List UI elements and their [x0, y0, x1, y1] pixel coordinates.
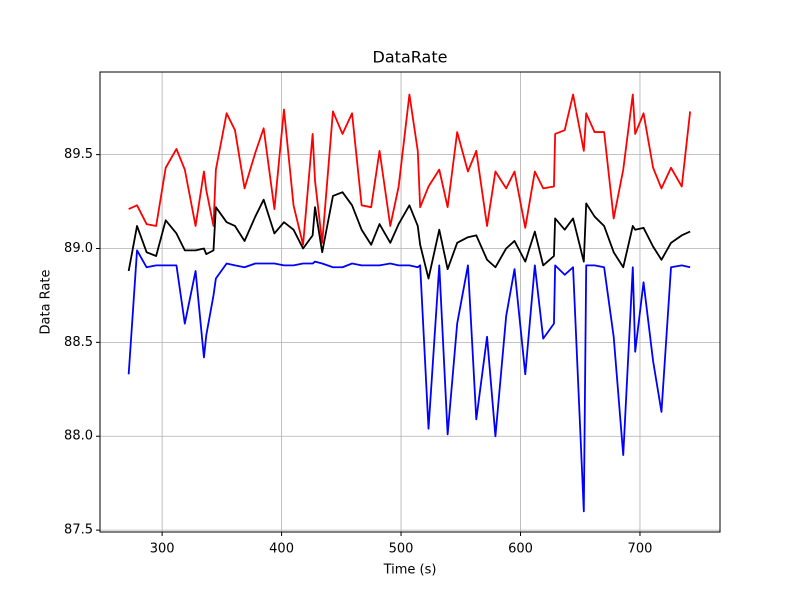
x-axis-label: Time (s) — [383, 563, 437, 578]
x-tick-label: 700 — [628, 542, 653, 557]
chart-title: DataRate — [373, 48, 448, 67]
x-tick-label: 500 — [389, 542, 414, 557]
x-tick-label: 600 — [508, 542, 533, 557]
x-tick-label: 400 — [269, 542, 294, 557]
data-line — [127, 191, 691, 280]
y-tick-label: 89.5 — [64, 147, 93, 162]
y-tick-label: 88.0 — [64, 429, 93, 444]
y-axis-label: Data Rate — [39, 270, 54, 335]
plot-frame — [99, 71, 721, 533]
data-line — [128, 93, 692, 246]
data-line — [127, 249, 691, 513]
y-tick-label: 88.5 — [64, 335, 93, 350]
x-tick-label: 300 — [150, 542, 175, 557]
y-tick-label: 89.0 — [64, 241, 93, 256]
y-tick-label: 87.5 — [64, 523, 93, 538]
